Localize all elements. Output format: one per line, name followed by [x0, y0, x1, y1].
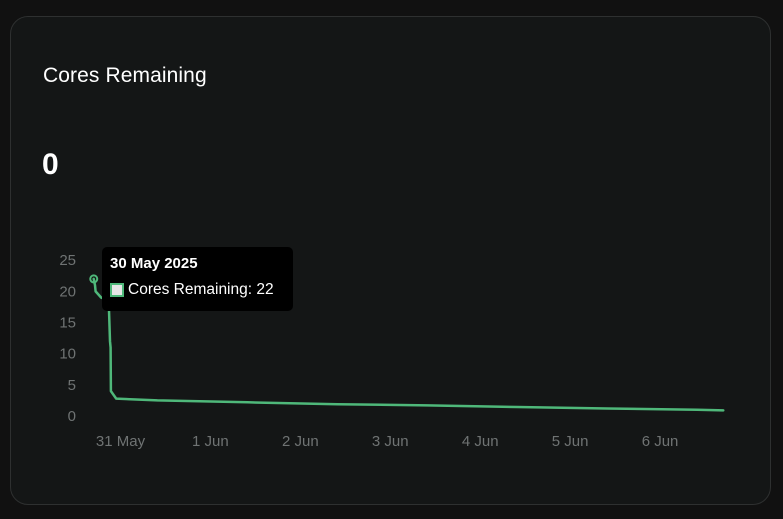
- x-tick-label: 5 Jun: [552, 433, 589, 450]
- y-tick-label: 5: [68, 377, 76, 394]
- current-value: 0: [42, 148, 59, 181]
- card-title: Cores Remaining: [43, 64, 207, 87]
- x-axis-ticks: 31 May 1 Jun 2 Jun 3 Jun 4 Jun 5 Jun 6 Jun: [96, 433, 679, 450]
- series-color-swatch: [110, 283, 124, 297]
- x-tick-label: 1 Jun: [192, 433, 229, 450]
- y-tick-label: 20: [59, 283, 76, 300]
- x-tick-label: 4 Jun: [462, 433, 499, 450]
- x-tick-label: 2 Jun: [282, 433, 319, 450]
- y-tick-label: 0: [68, 408, 76, 425]
- x-tick-label: 3 Jun: [372, 433, 409, 450]
- chart-tooltip: 30 May 2025 Cores Remaining: 22: [102, 247, 293, 311]
- series-line[interactable]: [92, 277, 725, 412]
- y-tick-label: 15: [59, 315, 76, 332]
- tooltip-row: Cores Remaining: 22: [110, 281, 285, 299]
- x-tick-label: 31 May: [96, 433, 146, 450]
- x-tick-label: 6 Jun: [642, 433, 679, 450]
- tooltip-title: 30 May 2025: [110, 255, 198, 272]
- hovered-data-point[interactable]: [89, 274, 99, 284]
- y-tick-label: 10: [59, 346, 76, 363]
- y-tick-label: 25: [59, 252, 76, 269]
- series-layer: [89, 274, 725, 412]
- y-axis-ticks: 0 5 10 15 20 25: [59, 252, 76, 425]
- tooltip-label: Cores Remaining: 22: [128, 281, 274, 298]
